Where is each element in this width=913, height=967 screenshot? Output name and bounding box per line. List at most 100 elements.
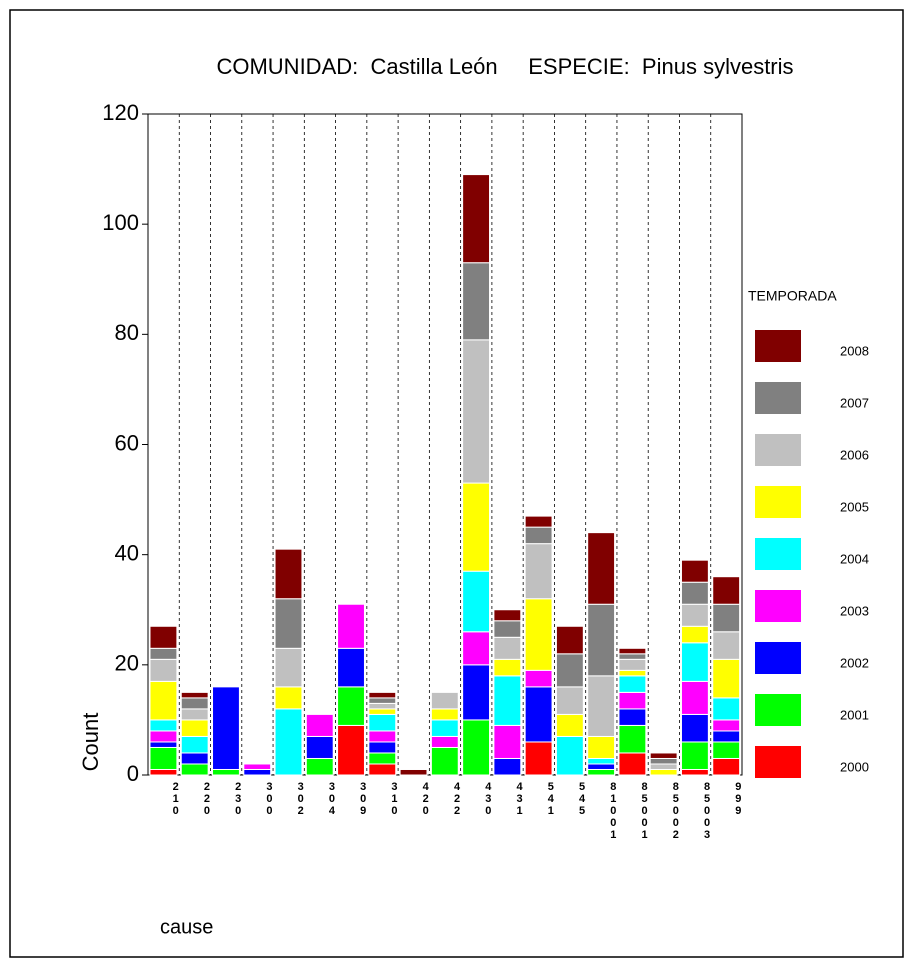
bar-segment — [712, 741, 741, 759]
bar-segment — [149, 658, 178, 682]
bar-segment — [618, 669, 647, 677]
bar-segment — [368, 697, 397, 704]
bar-segment — [712, 576, 741, 605]
bar-segment — [430, 735, 459, 748]
bar-segment — [618, 752, 647, 776]
bar-segment — [618, 647, 647, 655]
bar-segment — [587, 735, 616, 759]
bar-segment — [180, 752, 209, 765]
legend-swatch — [755, 746, 801, 778]
bar-segment — [680, 741, 709, 770]
bar-segment — [524, 515, 553, 528]
legend-swatch — [755, 694, 801, 726]
bar-segment — [274, 647, 303, 688]
bar-segment — [337, 647, 365, 688]
x-tick-label: 302 — [297, 781, 304, 817]
bar-segment — [149, 741, 178, 748]
bar-segment — [462, 262, 491, 341]
bar-segment — [180, 697, 209, 710]
y-tick-label: 100 — [102, 210, 139, 235]
bar-segment — [462, 339, 491, 484]
legend-label: 2004 — [840, 551, 869, 566]
bar-segment — [524, 669, 553, 688]
bar-segment — [462, 482, 491, 572]
bar-segment — [493, 609, 522, 622]
bar-segment — [524, 598, 553, 671]
bar-segment — [212, 768, 240, 776]
bar-segment — [212, 686, 240, 770]
x-tick-label: 999 — [735, 781, 742, 817]
x-tick-label: 230 — [235, 781, 242, 817]
bar-segment — [680, 559, 709, 583]
y-tick-label: 20 — [115, 651, 139, 676]
bar-segment — [618, 691, 647, 710]
bar-segment — [368, 702, 397, 710]
bar-segment — [180, 708, 209, 721]
x-tick-label: 545 — [578, 781, 586, 817]
legend-label: 2003 — [840, 603, 869, 618]
legend-label: 2001 — [840, 707, 869, 722]
plot-frame — [147, 113, 743, 776]
bar-segment — [274, 548, 303, 600]
bar-segment — [493, 620, 522, 638]
bar-segment — [555, 653, 584, 688]
x-tick-label: 210 — [172, 781, 179, 817]
bar-segment — [305, 713, 334, 737]
bar-segment — [587, 532, 616, 605]
frame — [9, 9, 904, 958]
bar-segment — [180, 691, 209, 699]
bar-segment — [462, 631, 491, 666]
bar-segment — [149, 730, 178, 743]
legend-label: 2005 — [840, 499, 869, 514]
bar-segment — [274, 686, 303, 710]
bar-segment — [587, 763, 616, 770]
bar-segment — [524, 686, 553, 743]
bar-segment — [430, 708, 459, 721]
y-tick-label: 80 — [115, 320, 139, 345]
bar-segment — [243, 768, 272, 776]
x-tick-label: 85003 — [704, 781, 711, 841]
bar-segment — [712, 658, 741, 699]
legend-label: 2007 — [840, 395, 869, 410]
bar-segment — [462, 719, 491, 776]
bar-segment — [712, 697, 741, 721]
bar-segment — [524, 543, 553, 600]
bar-segment — [368, 708, 397, 715]
bar-segment — [649, 768, 678, 776]
y-axis-label: Count — [78, 713, 103, 772]
x-tick-label: 220 — [203, 781, 210, 817]
bar-segment — [399, 768, 428, 776]
legend-swatch — [755, 330, 801, 362]
bar-segment — [243, 763, 272, 770]
bar-segment — [587, 768, 616, 776]
bar-segment — [430, 691, 459, 710]
bar-segment — [180, 735, 209, 754]
bar-segment — [462, 570, 491, 633]
legend-swatch — [755, 382, 801, 414]
bar-segment — [462, 174, 491, 264]
bar-segment — [712, 757, 741, 776]
x-tick-label: 431 — [516, 781, 523, 817]
bar-segment — [368, 763, 397, 776]
legend-label: 2000 — [840, 759, 869, 774]
bar-segment — [337, 686, 365, 726]
bar-segment — [337, 724, 365, 776]
bar-segment — [368, 730, 397, 743]
bar-segment — [493, 675, 522, 726]
bar-segment — [680, 713, 709, 743]
y-tick-label: 120 — [102, 100, 139, 125]
x-axis-label: cause — [160, 916, 213, 938]
bar-segment — [649, 752, 678, 759]
bar-segment — [587, 675, 616, 737]
bar-segment — [649, 757, 678, 765]
bar-segment — [618, 724, 647, 754]
bar-segment — [712, 719, 741, 732]
bar-segment — [618, 675, 647, 693]
bar-segment — [368, 691, 397, 699]
bar-segment — [368, 713, 397, 732]
bar-segment — [493, 658, 522, 677]
bar-segment — [274, 708, 303, 776]
x-tick-label: 300 — [266, 781, 273, 817]
bar-segment — [680, 680, 709, 715]
